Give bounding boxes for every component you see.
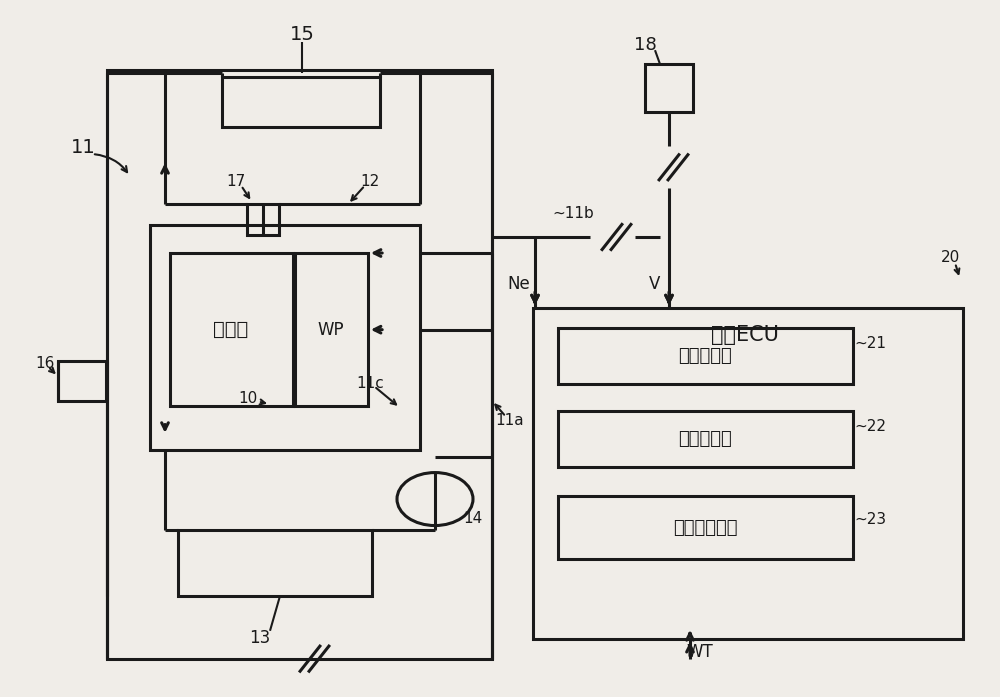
Bar <box>107 70 492 659</box>
Bar <box>558 328 853 384</box>
Text: 10: 10 <box>238 391 258 406</box>
Text: 20: 20 <box>940 250 960 266</box>
Bar <box>295 253 368 406</box>
Text: Ne: Ne <box>508 275 530 293</box>
Text: 18: 18 <box>634 36 656 54</box>
Text: 模式判定部: 模式判定部 <box>678 347 732 365</box>
Text: 12: 12 <box>360 174 380 189</box>
Bar <box>222 77 380 127</box>
Bar <box>170 253 293 406</box>
Text: ~22: ~22 <box>854 419 886 434</box>
Bar <box>558 496 853 559</box>
Text: 16: 16 <box>35 356 55 372</box>
Text: V: V <box>649 275 661 293</box>
Text: 13: 13 <box>249 629 271 647</box>
Text: WP: WP <box>318 321 344 339</box>
Text: 15: 15 <box>290 25 314 45</box>
Text: 11c: 11c <box>356 376 384 391</box>
Text: WT: WT <box>687 643 713 661</box>
Text: ~21: ~21 <box>854 336 886 351</box>
Text: 17: 17 <box>226 174 246 189</box>
Bar <box>150 225 420 450</box>
Bar <box>58 361 106 401</box>
Text: 车辆ECU: 车辆ECU <box>711 325 779 344</box>
Text: ~11b: ~11b <box>552 206 594 222</box>
Text: 故障判定单元: 故障判定单元 <box>673 519 737 537</box>
Bar <box>558 411 853 467</box>
Text: 11: 11 <box>71 138 95 158</box>
Text: 14: 14 <box>463 511 483 526</box>
Text: 发动机: 发动机 <box>213 320 249 339</box>
Text: 水温推测部: 水温推测部 <box>678 430 732 448</box>
Text: 11a: 11a <box>496 413 524 428</box>
Bar <box>533 308 963 639</box>
Bar <box>247 204 279 235</box>
Bar <box>178 530 372 596</box>
Bar <box>645 64 693 112</box>
Text: ~23: ~23 <box>854 512 886 527</box>
